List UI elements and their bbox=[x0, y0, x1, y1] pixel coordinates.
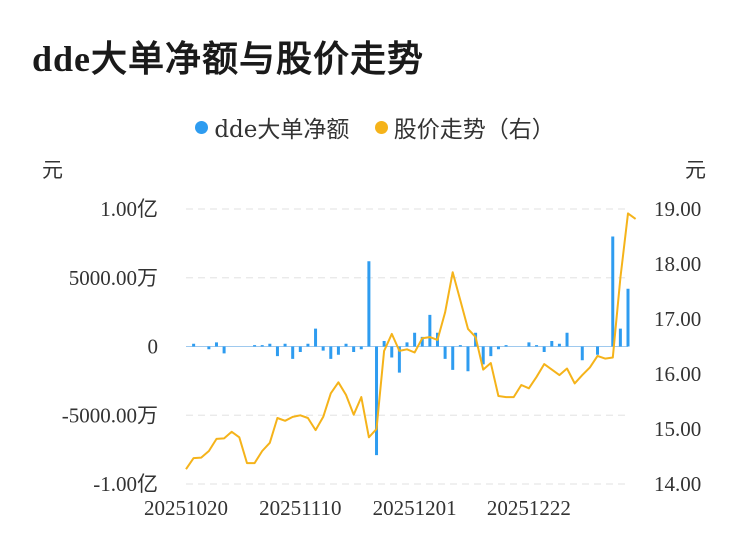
x-tick-label: 20251020 bbox=[144, 496, 228, 520]
dde-bar bbox=[359, 346, 363, 350]
left-tick-label: -5000.00万 bbox=[62, 403, 158, 427]
right-axis-ticks: 19.00 18.00 17.00 16.00 15.00 14.00 bbox=[654, 197, 701, 496]
dde-bar bbox=[192, 343, 196, 347]
dde-bar bbox=[382, 341, 386, 347]
dde-bar bbox=[336, 346, 340, 355]
dde-bar bbox=[481, 346, 485, 365]
dde-bar bbox=[291, 346, 295, 359]
legend-label-dde: dde大单净额 bbox=[214, 117, 350, 143]
x-tick-label: 20251222 bbox=[487, 496, 571, 520]
legend-dot-dde-icon bbox=[195, 120, 209, 134]
dde-bar bbox=[550, 341, 554, 347]
dde-bar bbox=[390, 346, 394, 358]
left-tick-label: 1.00亿 bbox=[100, 197, 158, 221]
left-axis-ticks: 1.00亿 5000.00万 0 -5000.00万 -1.00亿 bbox=[62, 197, 158, 496]
dde-bar bbox=[611, 236, 615, 347]
dde-bar bbox=[397, 346, 401, 373]
dde-bar bbox=[306, 343, 310, 347]
dde-bar bbox=[207, 346, 211, 350]
dde-bar bbox=[321, 346, 325, 351]
legend-dot-price-icon bbox=[374, 120, 388, 134]
x-tick-label: 20251110 bbox=[259, 496, 341, 520]
dde-bar bbox=[275, 346, 279, 357]
dde-bar bbox=[527, 342, 531, 347]
legend-item-price[interactable]: 股价走势（右） bbox=[374, 110, 555, 144]
dde-bar bbox=[489, 346, 493, 357]
chart-legend: dde大单净额 股价走势（右） bbox=[0, 110, 750, 144]
x-axis-ticks: 20251020 20251110 20251201 20251222 bbox=[144, 496, 571, 520]
dde-bar bbox=[253, 345, 257, 347]
right-tick-label: 19.00 bbox=[654, 197, 701, 221]
dde-bar bbox=[535, 345, 539, 347]
dde-bar bbox=[329, 346, 333, 359]
dde-bar bbox=[283, 343, 287, 347]
dde-bar bbox=[352, 346, 356, 352]
dde-bar bbox=[504, 345, 508, 347]
dde-bar bbox=[618, 328, 622, 347]
gridlines bbox=[186, 208, 628, 485]
dde-bar bbox=[405, 342, 409, 347]
left-tick-label: 0 bbox=[148, 335, 159, 359]
dde-bar bbox=[298, 346, 302, 352]
dde-bar bbox=[565, 332, 569, 347]
dde-bar bbox=[222, 346, 226, 354]
page-title: dde大单净额与股价走势 bbox=[32, 39, 425, 79]
right-tick-label: 14.00 bbox=[654, 472, 701, 496]
dde-bar bbox=[260, 345, 264, 347]
dde-bar bbox=[580, 346, 584, 361]
dde-bar bbox=[626, 288, 630, 347]
right-axis-unit: 元 bbox=[685, 158, 706, 182]
dde-bar bbox=[420, 336, 424, 347]
left-tick-label: 5000.00万 bbox=[69, 266, 158, 290]
dde-bar bbox=[344, 343, 348, 347]
price-line-series bbox=[185, 212, 637, 470]
legend-label-price: 股价走势（右） bbox=[393, 117, 555, 143]
left-axis-unit: 元 bbox=[42, 158, 63, 182]
dde-bar bbox=[542, 346, 546, 352]
price-line bbox=[185, 212, 637, 470]
dde-bar bbox=[413, 332, 417, 347]
dde-bar bbox=[214, 342, 218, 347]
dde-bar bbox=[428, 314, 432, 347]
dde-bar bbox=[458, 345, 462, 347]
right-tick-label: 16.00 bbox=[654, 362, 701, 386]
dde-bar bbox=[496, 346, 500, 350]
dde-bar bbox=[375, 346, 379, 456]
right-tick-label: 15.00 bbox=[654, 417, 701, 441]
right-tick-label: 17.00 bbox=[654, 307, 701, 331]
legend-item-dde[interactable]: dde大单净额 bbox=[195, 110, 349, 144]
dde-bar bbox=[443, 346, 447, 359]
dde-bar bbox=[314, 328, 318, 347]
dde-bar bbox=[451, 346, 455, 370]
dde-bar-series bbox=[186, 236, 630, 456]
dde-bar bbox=[268, 343, 272, 347]
x-tick-label: 20251201 bbox=[373, 496, 457, 520]
dde-bar bbox=[596, 346, 600, 355]
right-tick-label: 18.00 bbox=[654, 252, 701, 276]
dde-bar bbox=[367, 261, 371, 347]
left-tick-label: -1.00亿 bbox=[93, 472, 158, 496]
dde-bar bbox=[557, 343, 561, 347]
dde-bar bbox=[466, 346, 470, 372]
